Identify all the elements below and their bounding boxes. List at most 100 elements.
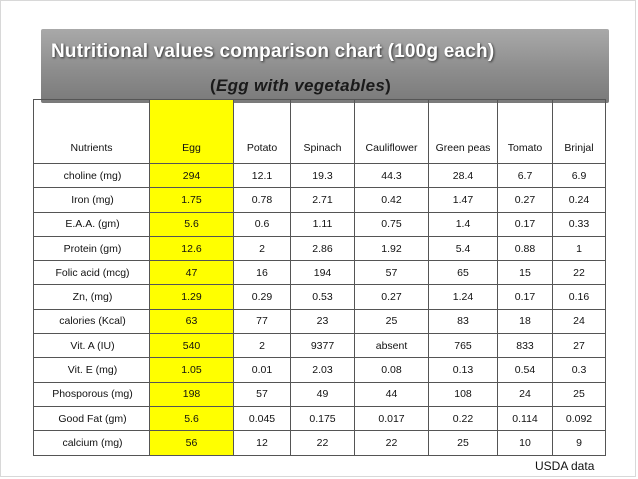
table-row: Vit. E (mg) 1.05 0.01 2.03 0.08 0.13 0.54 0.3 — [33, 357, 606, 383]
value-cell: 0.114 — [497, 405, 553, 432]
table-row: calories (Kcal) 63 77 23 25 83 18 24 — [33, 308, 606, 335]
value-cell: 108 — [428, 381, 498, 407]
value-cell: 22 — [354, 430, 429, 456]
value-cell: 44.3 — [354, 162, 429, 189]
value-cell: 25 — [428, 430, 498, 456]
value-cell: 294 — [149, 162, 234, 189]
nutrient-name-cell: Phosporous (mg) — [33, 381, 150, 407]
value-cell: 0.27 — [497, 187, 553, 213]
value-cell: 12.6 — [149, 235, 234, 262]
table-row: calcium (mg) 56 12 22 22 25 10 9 — [33, 430, 606, 456]
value-cell: 1.11 — [290, 211, 355, 237]
table-row: Zn, (mg) 1.29 0.29 0.53 0.27 1.24 0.17 0.16 — [33, 284, 606, 310]
value-cell: 57 — [233, 381, 291, 407]
value-cell: 5.6 — [149, 211, 234, 237]
table-row: Iron (mg) 1.75 0.78 2.71 0.42 1.47 0.27 0.24 — [33, 187, 606, 213]
subtitle-open-paren: ( — [210, 76, 216, 95]
value-cell: 6.9 — [552, 162, 606, 189]
nutrient-name-cell: calories (Kcal) — [33, 308, 150, 335]
value-cell: 9 — [552, 430, 606, 456]
value-cell: 194 — [290, 260, 355, 286]
value-cell: 540 — [149, 333, 234, 359]
value-cell: 27 — [552, 333, 606, 359]
value-cell: 0.01 — [233, 357, 291, 383]
value-cell: 12 — [233, 430, 291, 456]
value-cell: 0.13 — [428, 357, 498, 383]
value-cell: 22 — [552, 260, 606, 286]
value-cell: 19.3 — [290, 162, 355, 189]
value-cell: 0.29 — [233, 284, 291, 310]
value-cell: 65 — [428, 260, 498, 286]
value-cell: 24 — [497, 381, 553, 407]
value-cell: 23 — [290, 308, 355, 335]
table-row: Protein (gm) 12.6 2 2.86 1.92 5.4 0.88 1 — [33, 235, 606, 262]
value-cell: 0.54 — [497, 357, 553, 383]
value-cell: 765 — [428, 333, 498, 359]
value-cell: 12.1 — [233, 162, 291, 189]
value-cell: 0.092 — [552, 405, 606, 432]
value-cell: 0.27 — [354, 284, 429, 310]
header-brinjal: Brinjal — [552, 99, 606, 164]
value-cell: 0.33 — [552, 211, 606, 237]
value-cell: 0.53 — [290, 284, 355, 310]
value-cell: 24 — [552, 308, 606, 335]
table-body: choline (mg) 294 12.1 19.3 44.3 28.4 6.7 6.9 Iro… — [33, 162, 606, 456]
value-cell: absent — [354, 333, 429, 359]
value-cell: 57 — [354, 260, 429, 286]
value-cell: 83 — [428, 308, 498, 335]
value-cell: 0.17 — [497, 211, 553, 237]
value-cell: 0.17 — [497, 284, 553, 310]
value-cell: 0.78 — [233, 187, 291, 213]
table-row: E.A.A. (gm) 5.6 0.6 1.11 0.75 1.4 0.17 0.33 — [33, 211, 606, 237]
nutrient-name-cell: Good Fat (gm) — [33, 405, 150, 432]
subtitle-close-paren: ) — [385, 76, 392, 95]
value-cell: 0.017 — [354, 405, 429, 432]
table-header: Nutrients Egg Potato Spinach Cauliflower… — [33, 99, 606, 164]
header-green-peas: Green peas — [428, 99, 498, 164]
value-cell: 0.175 — [290, 405, 355, 432]
value-cell: 2 — [233, 333, 291, 359]
value-cell: 28.4 — [428, 162, 498, 189]
value-cell: 1.75 — [149, 187, 234, 213]
value-cell: 44 — [354, 381, 429, 407]
value-cell: 1.05 — [149, 357, 234, 383]
value-cell: 0.75 — [354, 211, 429, 237]
nutrient-name-cell: Iron (mg) — [33, 187, 150, 213]
value-cell: 0.16 — [552, 284, 606, 310]
nutrient-name-cell: calcium (mg) — [33, 430, 150, 456]
header-egg: Egg — [149, 99, 234, 164]
title-banner — [41, 29, 609, 103]
nutrient-name-cell: Vit. E (mg) — [33, 357, 150, 383]
value-cell: 2.03 — [290, 357, 355, 383]
value-cell: 1.92 — [354, 235, 429, 262]
value-cell: 0.42 — [354, 187, 429, 213]
value-cell: 0.045 — [233, 405, 291, 432]
value-cell: 198 — [149, 381, 234, 407]
value-cell: 49 — [290, 381, 355, 407]
value-cell: 10 — [497, 430, 553, 456]
nutrient-name-cell: Zn, (mg) — [33, 284, 150, 310]
value-cell: 0.88 — [497, 235, 553, 262]
value-cell: 0.22 — [428, 405, 498, 432]
table-row: Folic acid (mcg) 47 16 194 57 65 15 22 — [33, 260, 606, 286]
nutrition-table: Nutrients Egg Potato Spinach Cauliflower… — [33, 99, 606, 456]
header-spinach: Spinach — [290, 99, 355, 164]
header-row: Nutrients Egg Potato Spinach Cauliflower… — [33, 99, 606, 164]
header-potato: Potato — [233, 99, 291, 164]
value-cell: 1.4 — [428, 211, 498, 237]
header-nutrients: Nutrients — [33, 99, 150, 164]
value-cell: 25 — [552, 381, 606, 407]
value-cell: 9377 — [290, 333, 355, 359]
nutrient-name-cell: choline (mg) — [33, 162, 150, 189]
value-cell: 0.24 — [552, 187, 606, 213]
value-cell: 1.47 — [428, 187, 498, 213]
source-note: USDA data — [535, 459, 595, 473]
header-tomato: Tomato — [497, 99, 553, 164]
value-cell: 1.24 — [428, 284, 498, 310]
value-cell: 2.86 — [290, 235, 355, 262]
nutrient-name-cell: Vit. A (IU) — [33, 333, 150, 359]
value-cell: 16 — [233, 260, 291, 286]
value-cell: 0.3 — [552, 357, 606, 383]
subtitle-text: Egg with vegetables — [215, 76, 386, 95]
